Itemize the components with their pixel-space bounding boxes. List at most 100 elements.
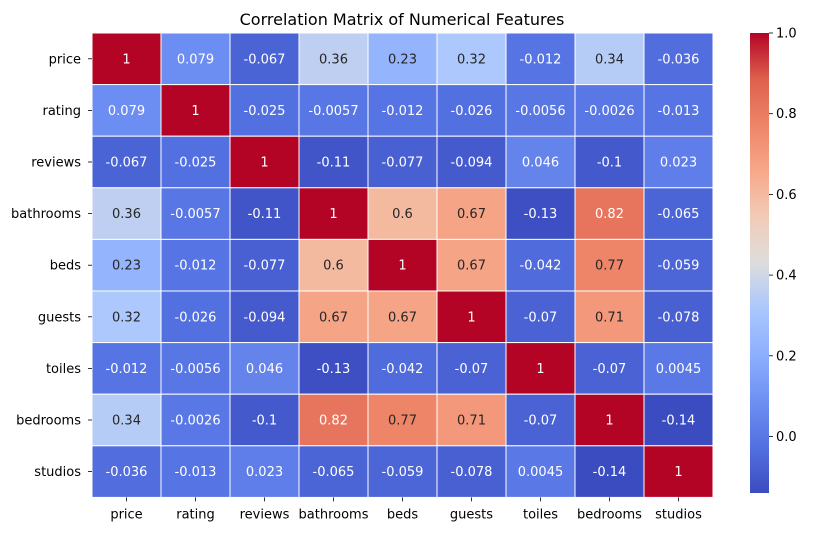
heatmap-cell-studios-price <box>91 445 162 498</box>
heatmap-cell-bedrooms-studios <box>643 393 714 447</box>
heatmap-cell-bathrooms-studios <box>643 187 714 240</box>
cell-value-price-guests: 0.32 <box>457 52 486 67</box>
cell-value-guests-guests: 1 <box>467 310 475 325</box>
heatmap-cell-reviews-price <box>91 135 162 189</box>
colorbar-tick-0.8: 0.8 <box>776 107 797 122</box>
cell-value-studios-price: -0.036 <box>106 465 148 480</box>
cell-value-beds-bedrooms: 0.77 <box>595 259 624 274</box>
heatmap-cell-bathrooms-bathrooms <box>298 187 369 240</box>
cell-value-reviews-guests: -0.094 <box>451 156 493 171</box>
cell-value-bathrooms-price: 0.36 <box>112 207 141 222</box>
heatmap-cell-guests-bedrooms <box>574 290 645 344</box>
cell-value-bedrooms-studios: -0.14 <box>662 414 696 429</box>
cell-value-studios-guests: -0.078 <box>451 465 493 480</box>
row-label-bathrooms: bathrooms <box>11 207 81 222</box>
heatmap-cell-studios-toiles <box>505 445 576 498</box>
heatmap-cell-guests-bathrooms <box>298 290 369 344</box>
cell-value-toiles-price: -0.012 <box>106 362 148 377</box>
cell-value-beds-beds: 1 <box>398 259 406 274</box>
cell-value-studios-reviews: 0.023 <box>246 465 283 480</box>
heatmap-cell-toiles-beds <box>367 342 438 395</box>
heatmap-cell-bedrooms-bathrooms <box>298 393 369 447</box>
heatmap-cell-beds-toiles <box>505 238 576 292</box>
heatmap-cell-reviews-studios <box>643 135 714 189</box>
cell-value-studios-bathrooms: -0.065 <box>313 465 355 480</box>
cell-value-reviews-bathrooms: -0.11 <box>317 156 351 171</box>
cell-value-studios-toiles: 0.0045 <box>518 465 564 480</box>
heatmap-cell-bedrooms-reviews <box>229 393 300 447</box>
cell-value-studios-studios: 1 <box>674 465 682 480</box>
cell-value-bathrooms-studios: -0.065 <box>658 207 700 222</box>
heatmap-cell-rating-beds <box>367 84 438 137</box>
column-label-toiles: toiles <box>523 507 558 522</box>
cell-value-guests-reviews: -0.094 <box>244 310 286 325</box>
heatmap-cell-studios-bathrooms <box>298 445 369 498</box>
cell-value-reviews-price: -0.067 <box>106 156 148 171</box>
cell-value-toiles-rating: -0.0056 <box>170 362 220 377</box>
cell-value-bedrooms-beds: 0.77 <box>388 414 417 429</box>
cell-value-toiles-bathrooms: -0.13 <box>317 362 351 377</box>
row-tick-labels: price rating reviews bathrooms beds guests toi… <box>11 52 92 480</box>
cell-value-bathrooms-bedrooms: 0.82 <box>595 207 624 222</box>
cell-value-bathrooms-reviews: -0.11 <box>248 207 282 222</box>
cell-value-beds-studios: -0.059 <box>658 259 700 274</box>
column-label-beds: beds <box>387 507 419 522</box>
cell-value-price-studios: -0.036 <box>658 52 700 67</box>
heatmap-cell-price-rating <box>160 32 231 86</box>
heatmap-cell-price-bedrooms <box>574 32 645 86</box>
cell-value-toiles-guests: -0.07 <box>455 362 489 377</box>
heatmap-cell-rating-bedrooms <box>574 84 645 137</box>
heatmap-cell-reviews-toiles <box>505 135 576 189</box>
cell-value-beds-reviews: -0.077 <box>244 259 286 274</box>
heatmap-cell-reviews-beds <box>367 135 438 189</box>
cell-value-bedrooms-price: 0.34 <box>112 414 141 429</box>
cell-value-price-rating: 0.079 <box>177 52 214 67</box>
cell-value-guests-toiles: -0.07 <box>524 310 558 325</box>
heatmap-cell-rating-toiles <box>505 84 576 137</box>
heatmap-cell-toiles-price <box>91 342 162 395</box>
heatmap-cell-beds-reviews <box>229 238 300 292</box>
row-label-price: price <box>49 52 81 67</box>
row-label-guests: guests <box>38 310 81 325</box>
cell-value-toiles-reviews: 0.046 <box>246 362 283 377</box>
cell-value-guests-rating: -0.026 <box>175 310 217 325</box>
cell-value-reviews-rating: -0.025 <box>175 156 217 171</box>
row-label-studios: studios <box>34 465 81 480</box>
cell-value-beds-rating: -0.012 <box>175 259 217 274</box>
column-tick-labels: price rating reviews bathrooms beds guests toi… <box>110 497 702 522</box>
cell-value-toiles-toiles: 1 <box>536 362 544 377</box>
cell-value-guests-beds: 0.67 <box>388 310 417 325</box>
column-label-rating: rating <box>176 507 215 522</box>
cell-value-rating-price: 0.079 <box>108 104 145 119</box>
heatmap-cell-studios-rating <box>160 445 231 498</box>
heatmap-cell-reviews-bathrooms <box>298 135 369 189</box>
cell-value-toiles-beds: -0.042 <box>382 362 424 377</box>
row-label-reviews: reviews <box>31 156 81 171</box>
cell-value-bedrooms-toiles: -0.07 <box>524 414 558 429</box>
column-label-price: price <box>110 507 142 522</box>
colorbar: 0.0 0.2 0.4 0.6 0.8 1.0 <box>750 27 797 493</box>
cell-value-guests-price: 0.32 <box>112 310 141 325</box>
cell-value-studios-rating: -0.013 <box>175 465 217 480</box>
heatmap-cell-bathrooms-rating <box>160 187 231 240</box>
heatmap-cell-price-price <box>91 32 162 86</box>
cell-value-rating-beds: -0.012 <box>382 104 424 119</box>
cell-value-price-beds: 0.23 <box>388 52 417 67</box>
heatmap-cell-guests-studios <box>643 290 714 344</box>
heatmap-cell-toiles-toiles <box>505 342 576 395</box>
heatmap-cell-studios-guests <box>436 445 507 498</box>
cell-value-price-bedrooms: 0.34 <box>595 52 624 67</box>
heatmap-cell-reviews-rating <box>160 135 231 189</box>
cell-value-bathrooms-guests: 0.67 <box>457 207 486 222</box>
colorbar-tick-0.2: 0.2 <box>776 349 797 364</box>
chart-title: Correlation Matrix of Numerical Features <box>240 10 565 29</box>
cell-value-reviews-toiles: 0.046 <box>522 156 559 171</box>
cell-value-reviews-studios: 0.023 <box>660 156 697 171</box>
cell-value-toiles-bedrooms: -0.07 <box>593 362 627 377</box>
colorbar-tick-0.4: 0.4 <box>776 269 797 284</box>
heatmap-cell-beds-price <box>91 238 162 292</box>
cell-value-price-price: 1 <box>122 52 130 67</box>
cell-value-reviews-reviews: 1 <box>260 156 268 171</box>
cell-value-price-toiles: -0.012 <box>520 52 562 67</box>
cell-value-rating-rating: 1 <box>191 104 199 119</box>
